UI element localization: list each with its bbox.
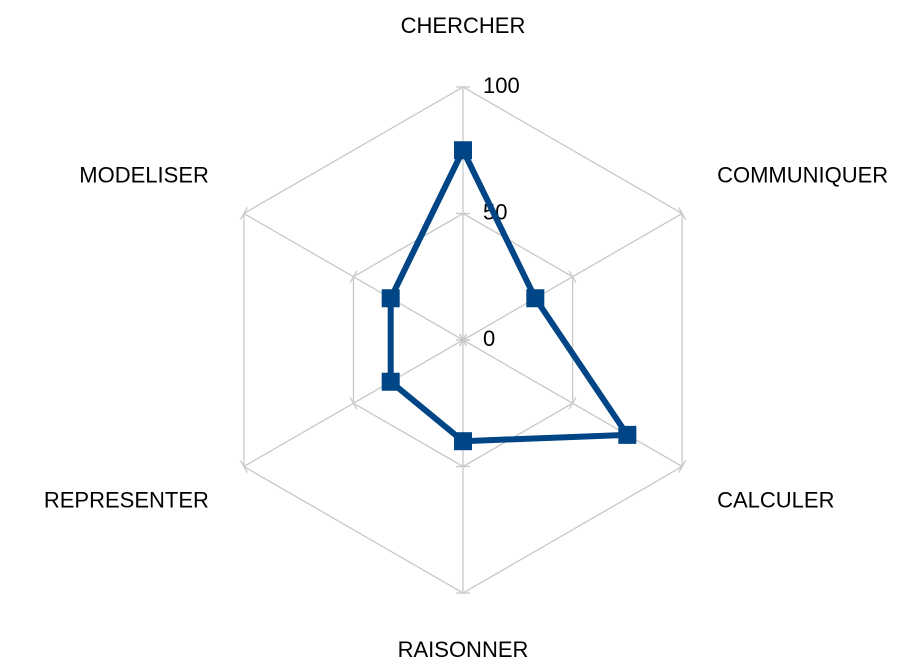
category-label: RAISONNER — [398, 637, 529, 660]
tick-mark — [239, 207, 248, 220]
tick-mark — [349, 270, 358, 284]
tick-label: 0 — [483, 326, 495, 351]
marker — [381, 372, 400, 391]
tick-mark — [568, 270, 577, 284]
tick-mark — [678, 460, 687, 473]
marker — [381, 289, 400, 308]
category-label: REPRESENTER — [44, 487, 209, 512]
marker — [526, 289, 545, 308]
category-label: CALCULER — [717, 487, 834, 512]
marker — [454, 432, 472, 451]
marker — [454, 141, 472, 160]
tick-mark — [349, 396, 358, 410]
series-line — [387, 147, 631, 445]
tick-mark — [568, 396, 577, 410]
category-label: CHERCHER — [401, 13, 526, 38]
tick-mark — [678, 207, 687, 220]
category-label: MODELISER — [79, 162, 209, 187]
tick-mark — [239, 460, 248, 473]
tick-label: 100 — [483, 73, 520, 98]
category-label: COMMUNIQUER — [717, 162, 888, 187]
tick-mark — [458, 333, 468, 347]
marker — [618, 425, 637, 444]
